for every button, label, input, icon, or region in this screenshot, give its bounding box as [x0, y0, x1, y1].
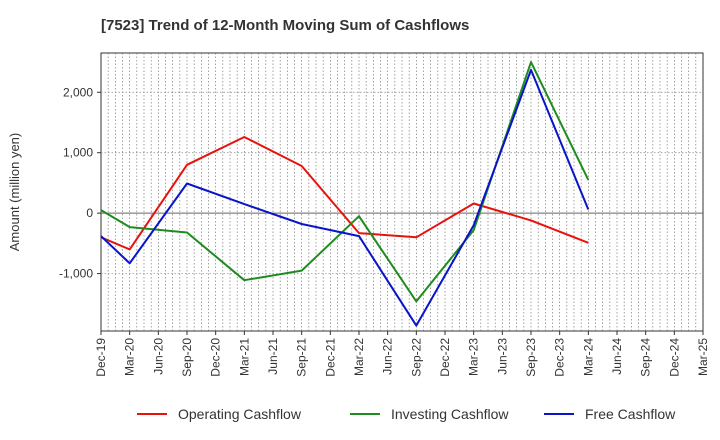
y-axis-label: Amount (million yen) [7, 133, 22, 252]
x-tick-label: Mar-23 [467, 338, 481, 376]
x-tick-label: Mar-24 [581, 338, 595, 376]
y-axis-ticks: 2,000 1,000 0 -1,000 [59, 85, 101, 281]
x-tick-label: Dec-21 [323, 338, 337, 377]
legend-label: Free Cashflow [585, 406, 676, 422]
x-tick-label: Sep-20 [180, 338, 194, 377]
series-lines [100, 61, 590, 327]
y-tick-label: 2,000 [63, 85, 93, 99]
x-tick-label: Sep-24 [639, 338, 653, 377]
x-tick-label: Dec-22 [438, 338, 452, 377]
x-tick-label: Dec-20 [209, 338, 223, 377]
x-tick-label: Jun-21 [266, 338, 280, 375]
x-tick-label: Jun-22 [381, 338, 395, 375]
legend-label: Operating Cashflow [178, 406, 302, 422]
x-tick-label: Jun-24 [610, 338, 624, 375]
plot-frame [100, 52, 704, 332]
series-line-free-cashflow [100, 68, 590, 327]
grid-lines [101, 53, 703, 331]
x-tick-label: Jun-20 [151, 338, 165, 375]
x-tick-label: Mar-21 [237, 338, 251, 376]
series-line-operating-cashflow [100, 136, 589, 251]
x-tick-label: Sep-22 [409, 338, 423, 377]
y-tick-label: 1,000 [63, 146, 93, 160]
x-tick-label: Sep-23 [524, 338, 538, 377]
legend: Operating Cashflow Investing Cashflow Free… [137, 406, 676, 422]
x-tick-label: Mar-25 [696, 338, 710, 376]
x-tick-label: Mar-22 [352, 338, 366, 376]
y-tick-label: -1,000 [59, 267, 93, 281]
x-tick-label: Dec-19 [94, 338, 108, 377]
x-tick-label: Dec-24 [667, 338, 681, 377]
x-tick-label: Mar-20 [123, 338, 137, 376]
x-tick-label: Sep-21 [295, 338, 309, 377]
chart-title: [7523] Trend of 12-Month Moving Sum of C… [101, 17, 469, 34]
x-tick-label: Dec-23 [553, 338, 567, 377]
legend-label: Investing Cashflow [391, 406, 509, 422]
plot-area [100, 52, 704, 332]
x-axis-ticks: Dec-19 Mar-20 Jun-20 Sep-20 Dec-20 Mar-21 Jun-… [94, 331, 710, 377]
y-tick-label: 0 [86, 206, 93, 220]
x-tick-label: Jun-23 [495, 338, 509, 375]
